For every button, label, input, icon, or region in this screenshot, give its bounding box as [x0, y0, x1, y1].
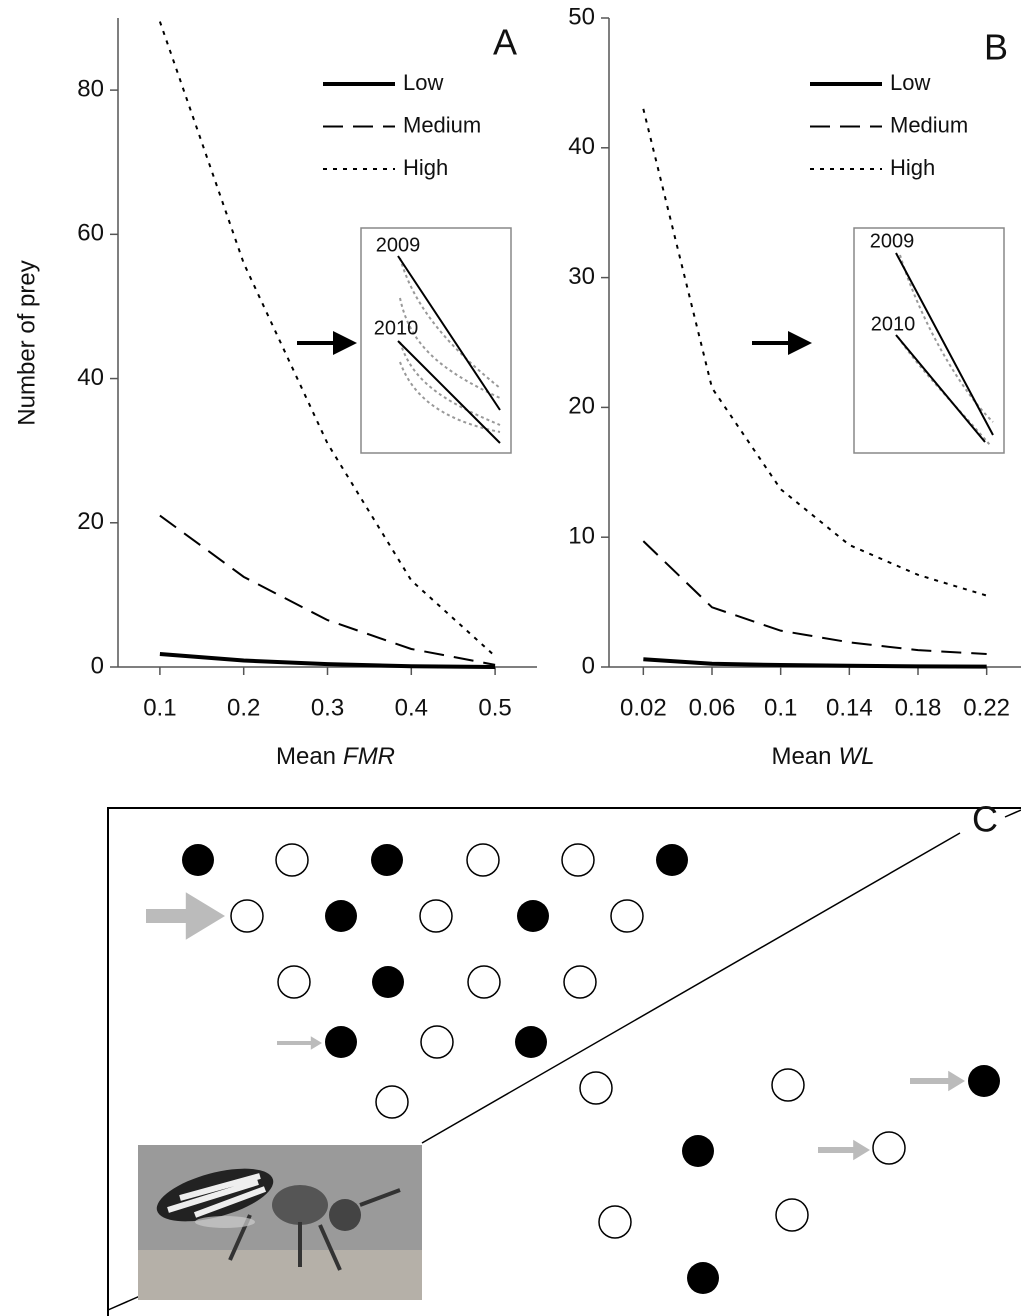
panel-label: C	[972, 799, 998, 840]
series-line	[159, 514, 496, 666]
filled-circle	[182, 844, 214, 876]
panel-label: B	[984, 27, 1008, 68]
y-tick-label: 60	[77, 220, 104, 247]
x-tick-label: 0.3	[311, 694, 344, 721]
empty-circle	[610, 899, 644, 933]
legend-label: Low	[403, 70, 443, 95]
empty-circle	[775, 1198, 809, 1232]
empty-circle	[467, 965, 501, 999]
filled-circle	[968, 1065, 1000, 1097]
filled-circle	[682, 1135, 714, 1167]
inset-label: 2009	[870, 230, 915, 252]
gray-arrow	[818, 1139, 870, 1161]
empty-circle	[872, 1131, 906, 1165]
empty-circle	[419, 899, 453, 933]
x-tick-label: 0.18	[895, 694, 942, 721]
inset-label: 2009	[376, 234, 421, 256]
y-tick-label: 80	[77, 75, 104, 102]
legend-label: Medium	[403, 112, 481, 137]
empty-circle	[579, 1071, 613, 1105]
x-axis-label-text: Mean	[276, 743, 336, 770]
filled-circle	[371, 844, 403, 876]
gray-arrow	[910, 1070, 965, 1092]
y-tick-label: 20	[77, 508, 104, 535]
empty-circle	[420, 1025, 454, 1059]
filled-circle	[325, 900, 357, 932]
series-line	[159, 652, 496, 669]
x-tick-label: 0.5	[478, 694, 511, 721]
y-tick-label: 0	[582, 652, 595, 679]
x-axis-label-italic: FMR	[343, 743, 395, 770]
x-tick-label: 0.06	[689, 694, 736, 721]
wasp-photo	[138, 1145, 422, 1300]
x-tick-label: 0.1	[764, 694, 797, 721]
panel-c: C	[107, 799, 1021, 1316]
legend-label: Medium	[890, 112, 968, 137]
empty-circle	[275, 843, 309, 877]
series-line	[643, 657, 987, 669]
inset-label: 2010	[374, 317, 419, 339]
legend-label: High	[890, 155, 935, 180]
series-line	[642, 108, 987, 597]
filled-circle	[515, 1026, 547, 1058]
y-tick-label: 30	[568, 263, 595, 290]
x-tick-label: 0.22	[963, 694, 1010, 721]
legend-label: Low	[890, 70, 930, 95]
empty-circle	[598, 1205, 632, 1239]
x-axis-label-text: Mean	[771, 743, 831, 770]
gray-arrow	[277, 1036, 322, 1050]
x-tick-label: 0.1	[143, 694, 176, 721]
panel-label: A	[493, 22, 517, 63]
empty-circle	[277, 965, 311, 999]
inset-b: 2009 2010	[752, 227, 1005, 454]
inset-label: 2010	[871, 313, 916, 335]
x-axis-label: Mean FMR	[276, 743, 395, 770]
filled-circle	[372, 966, 404, 998]
y-tick-label: 50	[568, 3, 595, 30]
empty-circle	[466, 843, 500, 877]
x-tick-label: 0.4	[395, 694, 428, 721]
x-tick-label: 0.2	[227, 694, 260, 721]
y-tick-label: 20	[568, 393, 595, 420]
y-tick-label: 40	[568, 133, 595, 160]
empty-circle	[563, 965, 597, 999]
filled-circle	[517, 900, 549, 932]
series-line	[642, 540, 987, 656]
x-tick-label: 0.14	[826, 694, 873, 721]
gray-arrow	[146, 892, 225, 940]
y-tick-label: 40	[77, 364, 104, 391]
filled-circle	[325, 1026, 357, 1058]
x-tick-label: 0.02	[620, 694, 667, 721]
x-axis-label-italic: WL	[839, 743, 875, 770]
y-axis-label: Number of prey	[13, 260, 40, 425]
inset-a: 2009 2010	[297, 227, 512, 454]
empty-circle	[375, 1085, 409, 1119]
legend-label: High	[403, 155, 448, 180]
empty-circle	[771, 1068, 805, 1102]
series-line	[158, 21, 496, 657]
y-tick-label: 10	[568, 523, 595, 550]
filled-circle	[656, 844, 688, 876]
filled-circle	[687, 1262, 719, 1294]
empty-circle	[561, 843, 595, 877]
y-tick-label: 0	[91, 652, 104, 679]
empty-circle	[230, 899, 264, 933]
x-axis-label: Mean WL	[771, 743, 874, 770]
